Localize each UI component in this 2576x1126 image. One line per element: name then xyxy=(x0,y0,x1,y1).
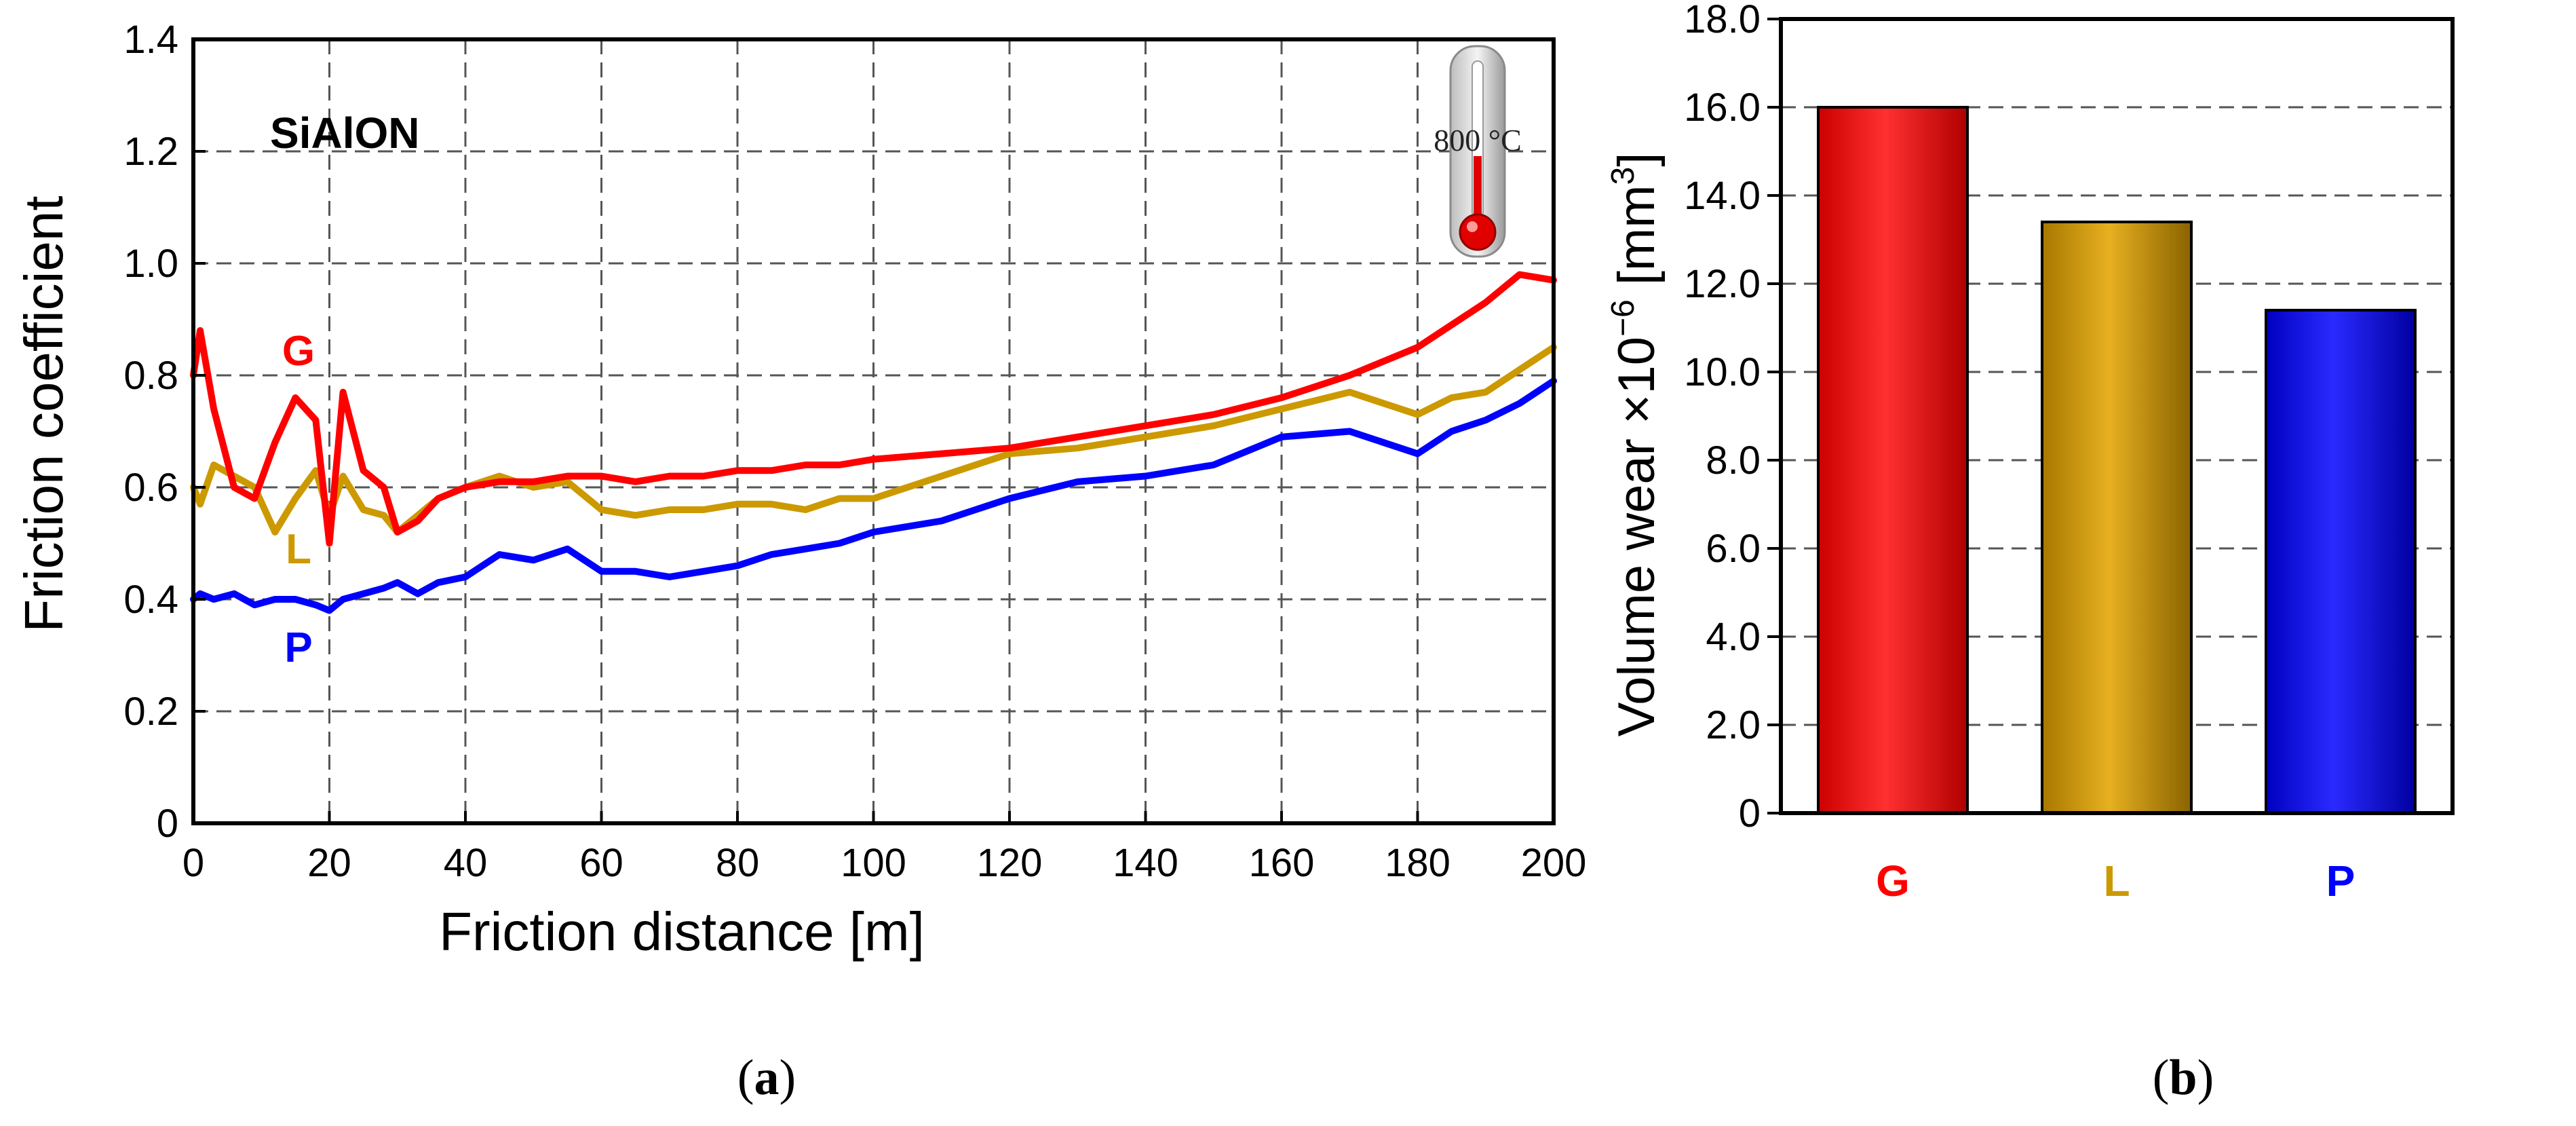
tick-marks xyxy=(192,38,1555,825)
y-tick-label: 14.0 xyxy=(1684,174,1761,218)
panel-label-b: (b) xyxy=(2153,1050,2214,1106)
panel-letter-b: b xyxy=(2169,1050,2197,1106)
volume-wear-chart: 0 2.0 4.0 6.0 8.0 10.0 12.0 14.0 16.0 18.0 G L P Vo… xyxy=(1605,0,2455,1106)
x-tick-label: 60 xyxy=(579,841,623,885)
y-tick-label: 0.8 xyxy=(123,354,178,398)
y-tick-label: 18.0 xyxy=(1684,0,1761,41)
series-lines xyxy=(190,271,1557,614)
x-tick-label: 20 xyxy=(307,841,351,885)
y-axis-label-prefix: Volume wear ×10 xyxy=(1608,337,1666,736)
curve-label-g: G xyxy=(282,328,315,375)
series-line-l xyxy=(190,343,1557,536)
bars xyxy=(1817,106,2417,814)
y-axis-label-unit-exponent: 3 xyxy=(1605,167,1641,185)
x-tick-label-l: L xyxy=(2103,857,2130,905)
y-tick-label: 1.0 xyxy=(123,242,178,286)
material-label: SiAlON xyxy=(270,109,419,157)
thermometer-icon: 800 °C xyxy=(1434,45,1522,258)
y-tick-label: 6.0 xyxy=(1706,527,1761,571)
panel-label-a: (a) xyxy=(737,1050,796,1106)
y-tick-label: 12.0 xyxy=(1684,262,1761,306)
x-tick-label: 200 xyxy=(1521,841,1587,885)
y-tick-labels: 0 2.0 4.0 6.0 8.0 10.0 12.0 14.0 16.0 18.0 xyxy=(1684,0,1761,836)
y-axis-label-close: ] xyxy=(1608,153,1666,167)
series-line-g xyxy=(190,271,1557,547)
friction-coefficient-chart: 0 20 40 60 80 100 120 140 160 180 200 0 0.2 0.4 0.6 0.… xyxy=(14,18,1586,1106)
y-axis-label: Friction coefficient xyxy=(14,195,74,632)
x-tick-label: 0 xyxy=(182,841,204,885)
y-tick-label: 2.0 xyxy=(1706,703,1761,747)
y-tick-label: 0 xyxy=(1739,791,1761,836)
y-tick-label: 1.2 xyxy=(123,130,178,174)
series-line-p xyxy=(190,377,1557,614)
y-tick-labels: 0 0.2 0.4 0.6 0.8 1.0 1.2 1.4 xyxy=(123,18,178,846)
y-tick-label: 8.0 xyxy=(1706,438,1761,483)
x-tick-label: 140 xyxy=(1113,841,1178,885)
y-tick-label: 0.6 xyxy=(123,466,178,510)
bar-g xyxy=(1817,106,1969,814)
x-tick-label-g: G xyxy=(1876,857,1910,905)
tick-marks xyxy=(1767,18,1781,814)
y-tick-label: 0 xyxy=(157,802,178,846)
y-axis-label-exponent: −6 xyxy=(1605,299,1641,337)
y-axis-label: Volume wear ×10−6 [mm3] xyxy=(1605,153,1666,737)
x-tick-label: 120 xyxy=(977,841,1043,885)
y-tick-label: 4.0 xyxy=(1706,615,1761,659)
y-axis-label-unit: [mm xyxy=(1608,185,1666,299)
curve-label-l: L xyxy=(286,526,311,573)
x-tick-label: 160 xyxy=(1249,841,1315,885)
plot-frame xyxy=(1779,17,2455,815)
curve-label-p: P xyxy=(284,624,312,671)
y-tick-label: 16.0 xyxy=(1684,86,1761,130)
y-tick-label: 0.2 xyxy=(123,690,178,734)
y-tick-label: 10.0 xyxy=(1684,350,1761,394)
panel-letter-a: a xyxy=(754,1050,780,1106)
x-tick-label-p: P xyxy=(2326,857,2356,905)
y-tick-label: 1.4 xyxy=(123,18,178,62)
x-tick-labels: 0 20 40 60 80 100 120 140 160 180 200 xyxy=(182,841,1587,885)
x-tick-label: 80 xyxy=(716,841,760,885)
temperature-label: 800 °C xyxy=(1434,123,1522,157)
x-tick-label: 100 xyxy=(841,841,906,885)
x-tick-label: 40 xyxy=(444,841,488,885)
bar-p xyxy=(2265,309,2417,814)
x-axis-label: Friction distance [m] xyxy=(439,901,925,962)
grid-lines xyxy=(193,39,1554,823)
bar-l xyxy=(2041,221,2193,814)
x-tick-label: 180 xyxy=(1385,841,1450,885)
y-tick-label: 0.4 xyxy=(123,578,178,622)
